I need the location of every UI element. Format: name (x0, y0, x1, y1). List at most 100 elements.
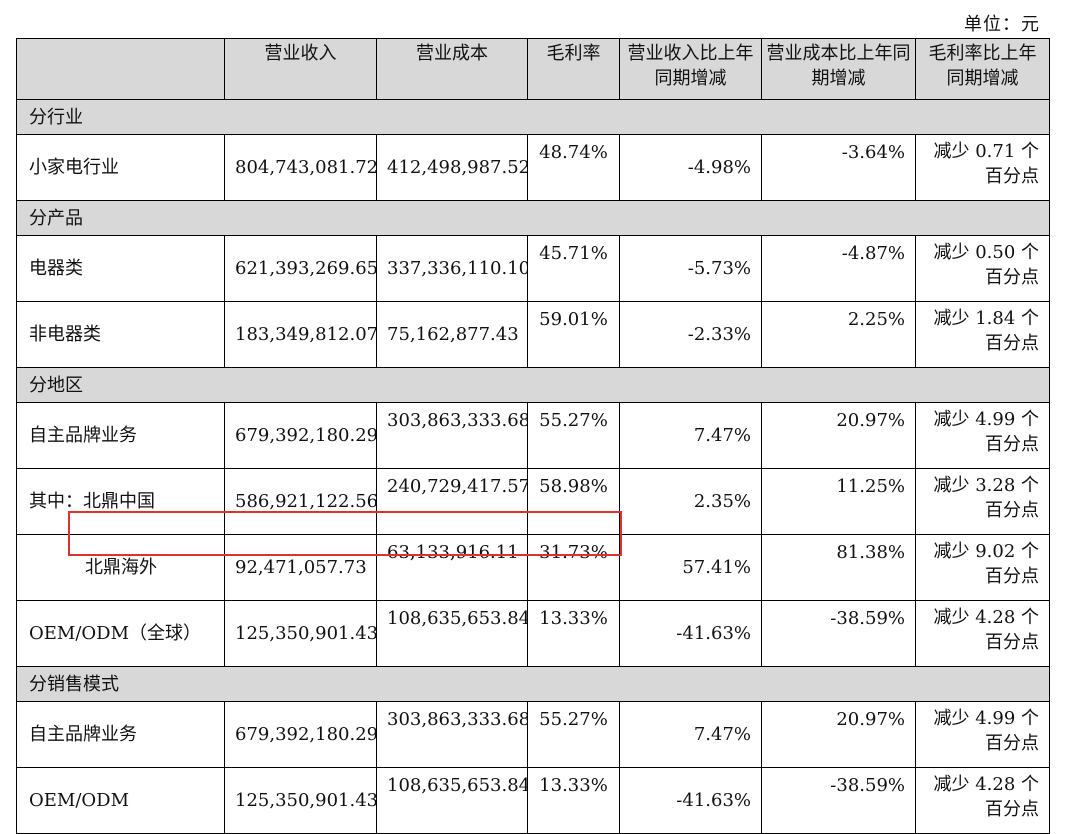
header-cost-change: 营业成本比上年同期增减 (761, 38, 916, 100)
table-row: 小家电行业 804,743,081.72 412,498,987.52 48.74% -… (16, 134, 1050, 201)
table-row: 自主品牌业务 679,392,180.29 303,863,333.68 55.27%… (16, 402, 1050, 469)
table-row: 电器类 621,393,269.65 337,336,110.10 45.71% -5.… (16, 235, 1050, 302)
cost-cell: 75,162,877.43 (376, 301, 528, 368)
revenue-change-cell: 57.41% (619, 534, 762, 601)
row-label: 其中：北鼎中国 (16, 468, 225, 535)
revenue-cell: 92,471,057.73 (224, 534, 377, 601)
table-row: OEM/ODM 125,350,901.43 108,635,653.84 13.33… (16, 767, 1050, 834)
margin-change-line1: 减少 4.28 个 (933, 774, 1039, 795)
cost-cell: 240,729,417.57 (376, 468, 528, 535)
gross-margin-cell: 31.73% (527, 534, 620, 601)
revenue-change-cell: 7.47% (619, 701, 762, 768)
cost-change-cell: 2.25% (761, 301, 916, 368)
cost-change-cell: 20.97% (761, 402, 916, 469)
cost-change-cell: -38.59% (761, 767, 916, 834)
cost-change-cell: -3.64% (761, 134, 916, 201)
section-title: 分行业 (16, 99, 1050, 135)
margin-change-line2: 百分点 (985, 799, 1039, 820)
revenue-change-cell: -2.33% (619, 301, 762, 368)
cost-cell: 337,336,110.10 (376, 235, 528, 302)
row-label: 小家电行业 (16, 134, 225, 201)
cost-change-cell: 81.38% (761, 534, 916, 601)
margin-change-cell: 减少 9.02 个百分点 (915, 534, 1050, 601)
header-revenue: 营业收入 (224, 38, 377, 100)
table-row: 北鼎海外 92,471,057.73 63,133,916.11 31.73% 57.4… (16, 534, 1050, 601)
section-row: 分销售模式 (16, 666, 1050, 702)
margin-change-line2: 百分点 (985, 166, 1039, 187)
cost-cell: 412,498,987.52 (376, 134, 528, 201)
margin-change-line2: 百分点 (985, 434, 1039, 455)
margin-change-line2: 百分点 (985, 733, 1039, 754)
margin-change-line1: 减少 4.99 个 (933, 708, 1039, 729)
section-title: 分销售模式 (16, 666, 1050, 702)
revenue-change-cell: -41.63% (619, 767, 762, 834)
section-row: 分产品 (16, 200, 1050, 236)
gross-margin-cell: 58.98% (527, 468, 620, 535)
cost-change-cell: -4.87% (761, 235, 916, 302)
margin-change-cell: 减少 0.71 个百分点 (915, 134, 1050, 201)
revenue-cell: 804,743,081.72 (224, 134, 377, 201)
margin-change-line1: 减少 4.28 个 (933, 607, 1039, 628)
revenue-change-cell: -41.63% (619, 600, 762, 667)
revenue-cell: 679,392,180.29 (224, 701, 377, 768)
gross-margin-cell: 55.27% (527, 402, 620, 469)
revenue-change-cell: -4.98% (619, 134, 762, 201)
header-cell-blank (16, 38, 225, 100)
margin-change-cell: 减少 4.99 个百分点 (915, 701, 1050, 768)
margin-change-line2: 百分点 (985, 267, 1039, 288)
gross-margin-cell: 55.27% (527, 701, 620, 768)
table-row: OEM/ODM（全球） 125,350,901.43 108,635,653.84 1… (16, 600, 1050, 667)
row-label: 自主品牌业务 (16, 701, 225, 768)
margin-change-line2: 百分点 (985, 500, 1039, 521)
gross-margin-cell: 59.01% (527, 301, 620, 368)
margin-change-line2: 百分点 (985, 566, 1039, 587)
gross-margin-cell: 48.74% (527, 134, 620, 201)
margin-change-line2: 百分点 (985, 632, 1039, 653)
cost-change-cell: -38.59% (761, 600, 916, 667)
margin-change-cell: 减少 4.28 个百分点 (915, 600, 1050, 667)
row-label: 非电器类 (16, 301, 225, 368)
header-gross-margin: 毛利率 (527, 38, 620, 100)
cost-cell: 303,863,333.68 (376, 402, 528, 469)
row-label: OEM/ODM（全球） (16, 600, 225, 667)
margin-change-line1: 减少 3.28 个 (933, 475, 1039, 496)
revenue-change-cell: 7.47% (619, 402, 762, 469)
gross-margin-cell: 13.33% (527, 767, 620, 834)
revenue-cell: 621,393,269.65 (224, 235, 377, 302)
row-label: OEM/ODM (16, 767, 225, 834)
header-cost: 营业成本 (376, 38, 528, 100)
section-row: 分地区 (16, 367, 1050, 403)
margin-change-line2: 百分点 (985, 333, 1039, 354)
margin-change-cell: 减少 3.28 个百分点 (915, 468, 1050, 535)
margin-change-cell: 减少 0.50 个百分点 (915, 235, 1050, 302)
revenue-cell: 586,921,122.56 (224, 468, 377, 535)
cost-change-cell: 11.25% (761, 468, 916, 535)
revenue-cell: 183,349,812.07 (224, 301, 377, 368)
revenue-cell: 125,350,901.43 (224, 600, 377, 667)
revenue-change-cell: -5.73% (619, 235, 762, 302)
cost-change-cell: 20.97% (761, 701, 916, 768)
section-title: 分地区 (16, 367, 1050, 403)
margin-change-line1: 减少 1.84 个 (933, 308, 1039, 329)
margin-change-cell: 减少 4.28 个百分点 (915, 767, 1050, 834)
cost-cell: 303,863,333.68 (376, 701, 528, 768)
header-row: 营业收入 营业成本 毛利率 营业收入比上年同期增减 营业成本比上年同期增减 毛利… (16, 38, 1050, 100)
section-row: 分行业 (16, 99, 1050, 135)
revenue-breakdown-table: 营业收入 营业成本 毛利率 营业收入比上年同期增减 营业成本比上年同期增减 毛利… (16, 38, 1050, 834)
margin-change-cell: 减少 1.84 个百分点 (915, 301, 1050, 368)
gross-margin-cell: 45.71% (527, 235, 620, 302)
unit-label: 单位：元 (964, 14, 1040, 35)
margin-change-line1: 减少 9.02 个 (933, 541, 1039, 562)
margin-change-cell: 减少 4.99 个百分点 (915, 402, 1050, 469)
revenue-cell: 125,350,901.43 (224, 767, 377, 834)
cost-cell: 108,635,653.84 (376, 767, 528, 834)
row-label: 自主品牌业务 (16, 402, 225, 469)
row-label: 电器类 (16, 235, 225, 302)
header-revenue-change: 营业收入比上年同期增减 (619, 38, 762, 100)
margin-change-line1: 减少 0.50 个 (933, 242, 1039, 263)
gross-margin-cell: 13.33% (527, 600, 620, 667)
table-row: 其中：北鼎中国 586,921,122.56 240,729,417.57 58.98… (16, 468, 1050, 535)
table-row: 自主品牌业务 679,392,180.29 303,863,333.68 55.27%… (16, 701, 1050, 768)
revenue-cell: 679,392,180.29 (224, 402, 377, 469)
margin-change-line1: 减少 4.99 个 (933, 409, 1039, 430)
